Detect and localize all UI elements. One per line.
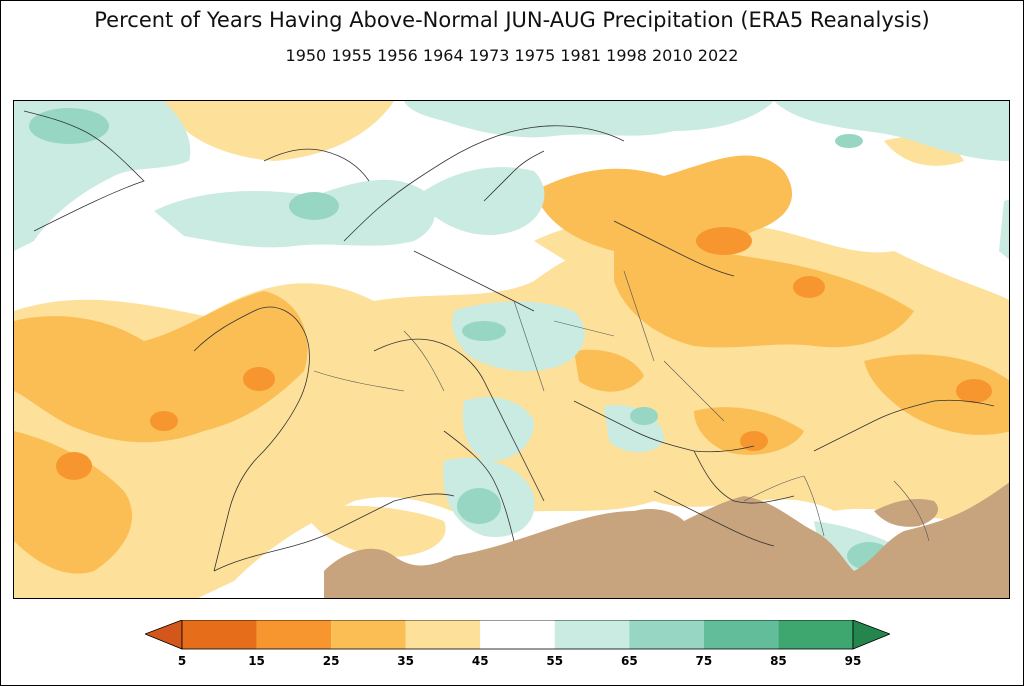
colorbar-segment	[629, 620, 704, 649]
colorbar-tick-label: 75	[695, 654, 713, 668]
colorbar-under-triangle	[145, 620, 183, 650]
precipitation-map	[13, 100, 1010, 599]
colorbar-segment	[480, 620, 555, 649]
colorbar-svg	[145, 620, 890, 650]
colorbar-tick-label: 55	[546, 654, 564, 668]
colorbar-tick-label: 95	[844, 654, 862, 668]
colorbar-segment	[778, 620, 853, 649]
map-subtitle: 1950 1955 1956 1964 1973 1975 1981 1998 …	[285, 46, 739, 65]
map-canvas	[14, 101, 1009, 598]
colorbar-segment	[331, 620, 406, 649]
colorbar-tick-label: 5	[177, 654, 187, 668]
colorbar-tick-label: 85	[770, 654, 787, 668]
colorbar-segment	[703, 620, 779, 649]
colorbar-tick-label: 25	[322, 654, 340, 668]
colorbar-over-triangle	[852, 620, 890, 650]
coastlines	[23, 110, 995, 572]
colorbar-segment	[256, 620, 332, 649]
field-25-35	[14, 155, 1009, 574]
colorbar-tick-label: 15	[248, 654, 265, 668]
country-borders	[313, 270, 930, 542]
map-title: Percent of Years Having Above-Normal JUN…	[94, 8, 930, 32]
colorbar-tick-label: 65	[620, 654, 638, 668]
colorbar-segment	[405, 620, 481, 649]
colorbar-tick-label: 35	[397, 654, 415, 668]
colorbar-segment	[182, 620, 257, 649]
field-55-65	[14, 101, 1009, 598]
colorbar-segment	[554, 620, 630, 649]
colorbar	[145, 620, 890, 650]
field-15-25	[56, 227, 992, 480]
colorbar-tick-label: 45	[471, 654, 489, 668]
masked-arid-region	[324, 482, 1009, 598]
